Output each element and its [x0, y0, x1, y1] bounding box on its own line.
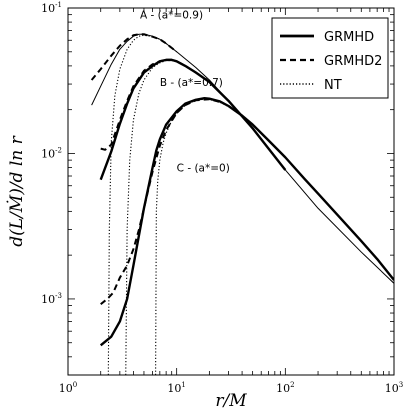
- legend-box: [271, 17, 389, 99]
- series-c-dotted-line: [155, 98, 229, 375]
- annotations: A - (a*=0.9) B - (a*=0.7) C - (a*=0): [140, 9, 230, 174]
- y-tick-label: 10-2: [41, 146, 62, 160]
- x-axis-label: r/M: [215, 391, 247, 411]
- series-b-dotted-line: [125, 60, 197, 375]
- axis-ticks: 100 101 102 103 10-3 10-2 10-1: [41, 1, 403, 395]
- series-a-dashed-line: [90, 33, 178, 81]
- legend-label: GRMHD2: [324, 54, 382, 69]
- legend: GRMHD GRMHD2 NT: [271, 17, 389, 99]
- y-tick-label: 10-3: [41, 292, 62, 306]
- series-b-solid-thick-line: [99, 58, 287, 181]
- curve-annotation: C - (a*=0): [177, 163, 230, 175]
- legend-label: GRMHD: [324, 30, 374, 45]
- series-c-solid-thick-line: [99, 96, 394, 347]
- curve-annotation: B - (a*=0.7): [160, 77, 223, 89]
- y-tick-label: 10-1: [41, 1, 62, 15]
- y-axis-label: d(L/Ṁ)/d ln r: [6, 135, 27, 246]
- legend-label: NT: [324, 78, 342, 93]
- series-layer: [90, 33, 394, 375]
- series-c-dashed-line: [100, 98, 221, 305]
- x-tick-label: 101: [167, 381, 185, 395]
- curve-annotation: A - (a*=0.9): [140, 9, 203, 21]
- x-tick-label: 103: [385, 381, 403, 395]
- plot-frame: [67, 7, 395, 376]
- x-tick-label: 102: [276, 381, 294, 395]
- x-tick-label: 100: [59, 381, 77, 395]
